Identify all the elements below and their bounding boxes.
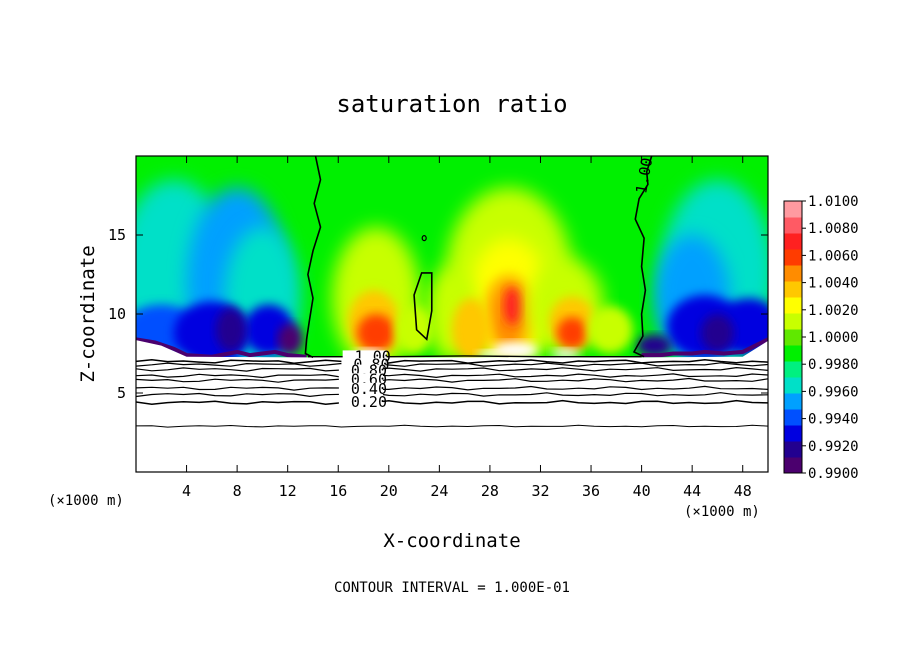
- colorbar-label: 1.0080: [808, 221, 859, 237]
- y-tick-label: 10: [108, 305, 126, 323]
- x-tick-label: 4: [182, 482, 191, 500]
- x-tick-label: 44: [683, 482, 701, 500]
- colorbar-swatch: [784, 361, 802, 378]
- colorbar-label: 0.9940: [808, 412, 859, 428]
- chart-title: saturation ratio: [336, 90, 567, 118]
- y-tick-label: 15: [108, 226, 126, 244]
- contour-lines: 1.001.000.800.800.600.400.20: [136, 156, 768, 428]
- colorbar-swatch: [784, 409, 802, 426]
- colorbar-label: 0.9900: [808, 466, 859, 482]
- field-blob: [556, 317, 588, 349]
- y-axis-ticks: 5 10 15: [108, 226, 768, 402]
- cloud-region: [551, 348, 580, 359]
- x-tick-label: 20: [380, 482, 398, 500]
- x-axis-label: X-coordinate: [383, 530, 520, 552]
- colorbar-label: 1.0020: [808, 303, 859, 319]
- contour-label: 0.20: [351, 393, 387, 411]
- x-tick-label: 12: [279, 482, 297, 500]
- field-blob: [636, 334, 672, 357]
- x-unit-label-left: (×1000 m): [48, 493, 124, 509]
- x-axis-ticks: 4 8 12 16 20 24 28 32 36 40 44 48: [182, 156, 752, 500]
- colorbar: 1.0100 1.0080 1.0060 1.0040 1.0020 1.0000 0.99…: [783, 194, 859, 482]
- field-blob: [587, 306, 633, 354]
- x-tick-label: 28: [481, 482, 499, 500]
- contour-lower: [136, 358, 768, 364]
- field-lower-domain: [136, 340, 768, 472]
- field-blob: [357, 314, 396, 352]
- colorbar-label: 0.9980: [808, 357, 859, 373]
- field-blob: [215, 307, 246, 352]
- cloud-region: [492, 341, 538, 360]
- colorbar-swatch: [784, 393, 802, 410]
- contour-lower: [136, 424, 768, 428]
- plot-area: 1.001.000.800.800.600.400.20: [136, 156, 768, 472]
- colorbar-label: 1.0000: [808, 330, 859, 346]
- y-axis-label: Z-coordinate: [77, 245, 99, 382]
- contour-label: 0.40: [351, 380, 387, 398]
- contour-lower: [136, 392, 768, 398]
- colorbar-swatch: [784, 233, 802, 250]
- contour-label-bg: [338, 396, 383, 410]
- colorbar-swatch: [784, 249, 802, 266]
- field-edge-left: [136, 337, 307, 359]
- colorbar-label: 1.0100: [808, 194, 859, 210]
- x-tick-label: 32: [531, 482, 549, 500]
- contour-1.00-inner: [413, 272, 433, 341]
- contour-lower: [136, 362, 768, 367]
- colorbar-swatch: [784, 441, 802, 458]
- colorbar-swatch: [784, 345, 802, 362]
- contour-lower: [136, 399, 768, 406]
- colorbar-swatch: [784, 377, 802, 394]
- field-blob: [395, 306, 434, 354]
- x-tick-label: 16: [329, 482, 347, 500]
- colorbar-label: 1.0060: [808, 248, 859, 264]
- field-blob: [452, 298, 490, 362]
- colorbar-swatch: [784, 457, 802, 474]
- contour-lower: [136, 373, 768, 379]
- field-edge-right: [641, 337, 768, 358]
- x-tick-label: 48: [734, 482, 752, 500]
- x-tick-label: 24: [430, 482, 448, 500]
- colorbar-swatch: [784, 329, 802, 346]
- field-blob: [701, 314, 734, 352]
- colorbar-label: 0.9960: [808, 384, 859, 400]
- y-tick-label: 5: [117, 384, 126, 402]
- x-tick-label: 8: [233, 482, 242, 500]
- x-unit-label-right: (×1000 m): [684, 504, 760, 520]
- colorbar-swatch: [784, 217, 802, 234]
- contour-1.00-small: [421, 235, 427, 242]
- colorbar-swatch: [784, 265, 802, 282]
- contour-lower: [136, 377, 768, 383]
- cloud-region: [477, 350, 503, 359]
- x-tick-label: 40: [633, 482, 651, 500]
- contour-lower: [136, 385, 768, 391]
- x-tick-label: 36: [582, 482, 600, 500]
- colorbar-swatch: [784, 297, 802, 314]
- colorbar-label: 0.9920: [808, 439, 859, 455]
- colorbar-swatch: [784, 425, 802, 442]
- colorbar-swatch: [784, 313, 802, 330]
- contour-1.00-left: [304, 156, 322, 359]
- saturation-field: [136, 156, 768, 472]
- field-blob: [503, 287, 522, 326]
- contour-interval-footer: CONTOUR INTERVAL = 1.000E-01: [334, 580, 570, 596]
- contour-lower: [136, 366, 768, 372]
- contour-label-bg: [338, 382, 383, 396]
- field-blob: [277, 323, 303, 356]
- colorbar-label: 1.0040: [808, 276, 859, 292]
- contour-label: 1.00: [632, 156, 656, 195]
- colorbar-swatch: [784, 281, 802, 298]
- contour-1.00-right: [632, 156, 653, 358]
- colorbar-swatch: [784, 201, 802, 218]
